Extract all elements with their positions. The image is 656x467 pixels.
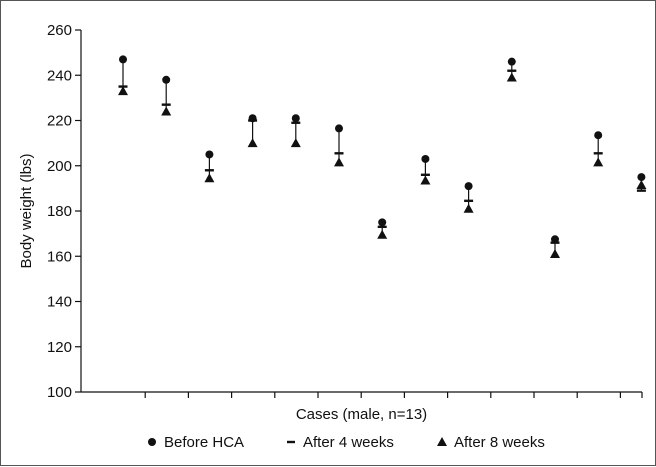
after-4-weeks-point	[464, 199, 474, 203]
after-4-weeks-point	[636, 189, 646, 192]
before-hca-point	[291, 114, 300, 123]
legend-marker-dash	[287, 440, 295, 444]
after-4-weeks-point	[507, 69, 517, 72]
legend-label: After 4 weeks	[303, 434, 394, 451]
after-4-weeks-point	[334, 152, 344, 155]
after-4-weeks-point	[291, 121, 301, 124]
legend: Before HCA After 4 weeks After 8 weeks	[148, 434, 545, 451]
before-hca-point	[378, 218, 387, 227]
y-tick-label: 160	[47, 248, 72, 265]
data-marks	[118, 55, 647, 258]
after-8-weeks-point	[550, 248, 560, 258]
before-hca-point	[162, 75, 171, 84]
after-4-weeks-point	[420, 173, 430, 176]
after-8-weeks-point	[420, 175, 431, 185]
x-ticks	[144, 392, 643, 398]
y-ticks: 100 120 140 160 180 200 220 240 260	[47, 22, 81, 401]
y-tick-label: 140	[47, 294, 72, 311]
after-8-weeks-point	[161, 106, 172, 116]
after-4-weeks-point	[161, 103, 171, 106]
before-hca-point	[507, 57, 516, 66]
before-hca-point	[248, 114, 257, 123]
after-8-weeks-point	[593, 157, 604, 167]
axes	[80, 30, 642, 393]
legend-label: Before HCA	[164, 434, 244, 451]
y-tick-label: 100	[47, 384, 72, 401]
y-tick-label: 220	[47, 113, 72, 130]
before-hca-point	[551, 235, 559, 244]
after-4-weeks-point	[593, 152, 603, 155]
legend-label: After 8 weeks	[454, 434, 545, 451]
before-hca-point	[594, 131, 603, 140]
x-axis-label: Cases (male, n=13)	[296, 406, 427, 423]
legend-marker-circle	[148, 438, 156, 446]
y-tick-label: 180	[47, 203, 72, 220]
after-8-weeks-point	[204, 173, 215, 183]
before-hca-point	[464, 182, 473, 191]
before-hca-point	[119, 55, 127, 64]
after-8-weeks-point	[118, 86, 128, 96]
before-hca-point	[335, 124, 343, 133]
legend-marker-triangle	[437, 437, 447, 446]
y-tick-label: 120	[47, 339, 72, 356]
after-4-weeks-point	[204, 169, 214, 172]
after-4-weeks-point	[118, 85, 128, 88]
y-axis-label: Body weight (lbs)	[18, 153, 35, 268]
after-8-weeks-point	[377, 229, 388, 239]
y-tick-label: 200	[47, 158, 72, 175]
before-hca-point	[205, 150, 214, 159]
after-8-weeks-point	[247, 138, 258, 148]
y-tick-label: 260	[47, 22, 72, 39]
after-8-weeks-point	[334, 157, 344, 167]
after-8-weeks-point	[290, 138, 301, 148]
after-8-weeks-point	[506, 72, 517, 82]
after-8-weeks-point	[636, 179, 647, 189]
after-8-weeks-point	[463, 203, 474, 213]
y-tick-label: 240	[47, 67, 72, 84]
after-4-weeks-point	[377, 225, 387, 229]
before-hca-point	[637, 173, 646, 182]
before-hca-point	[421, 154, 430, 163]
